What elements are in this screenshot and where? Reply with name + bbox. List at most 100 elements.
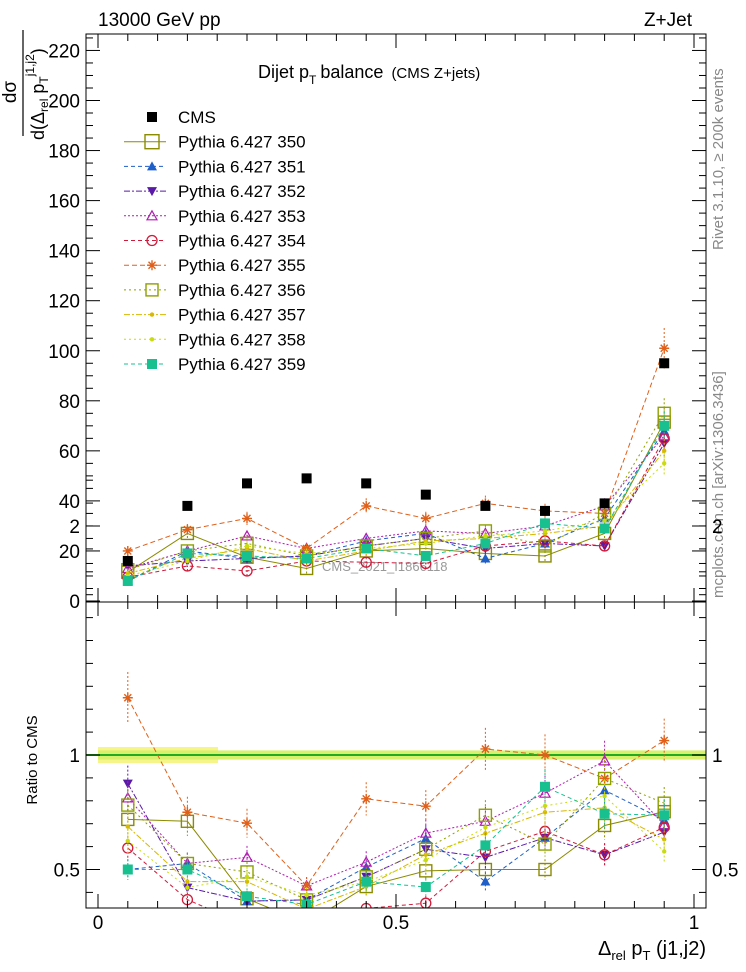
cms-data-point: [659, 358, 670, 369]
ratio-point: [304, 893, 309, 898]
legend-marker: [147, 187, 157, 197]
legend-label: Pythia 6.427 350: [178, 133, 306, 152]
ratio-point: [420, 801, 431, 812]
series-line: [127, 421, 665, 573]
cms-data-point: [122, 555, 133, 566]
ratio-point: [540, 750, 550, 760]
legend-marker: [145, 283, 159, 297]
ratio-series-10: [122, 769, 670, 908]
y-tick-label: 20: [59, 542, 80, 563]
x-tick-label: 1: [689, 913, 700, 934]
legend-label: Pythia 6.427 352: [178, 182, 306, 201]
y-tick-label: 140: [48, 242, 80, 263]
data-point: [420, 513, 431, 524]
ratio-series-3: [122, 765, 670, 908]
main-panel-series: [121, 328, 671, 586]
data-point: [662, 461, 667, 466]
ratio-point: [599, 808, 610, 819]
y-tick-label: 0: [69, 592, 80, 613]
ratio-panel-frame: [85, 601, 707, 909]
ratio-point: [360, 855, 373, 867]
cms-data-point: [599, 498, 610, 509]
axis-ticks: 0 20 40 60 80 100 120 140 160 180 200 220 0 0.5 1 0.5 0.…: [48, 34, 738, 934]
ratio-point: [361, 793, 372, 804]
data-point: [242, 513, 252, 524]
ratio-point: [242, 921, 252, 931]
legend-entry-8: Pythia 6.427 357: [124, 306, 306, 325]
analysis-watermark: CMS_2021_I1866118: [322, 559, 448, 574]
ratio-tick-label-right: 2: [712, 517, 723, 538]
ratio-series-6: [122, 671, 670, 895]
series-4: [121, 422, 671, 574]
data-point: [244, 543, 250, 549]
data-point: [182, 524, 193, 535]
series-line: [127, 450, 665, 574]
series-line: [127, 425, 665, 582]
legend-entry-9: Pythia 6.427 358: [124, 330, 306, 349]
ratio-point: [599, 773, 610, 784]
data-point: [602, 518, 607, 524]
legend-label: Pythia 6.427 354: [178, 232, 306, 251]
ratio-y-axis-label: Ratio to CMS: [24, 715, 41, 804]
channel-label: Z+Jet: [644, 10, 693, 31]
ratio-point: [598, 849, 611, 861]
legend-marker: [147, 260, 157, 271]
series-line: [127, 443, 665, 567]
legend-label: Pythia 6.427 357: [178, 306, 306, 325]
x-axis-label: Δrel pT (j1,j2): [598, 938, 706, 963]
rivet-version-label: Rivet 3.1.10, ≥ 200k events: [710, 68, 727, 250]
series-line: [127, 438, 665, 578]
ratio-series-2: [122, 772, 670, 908]
ratio-point: [540, 781, 550, 792]
data-point: [480, 538, 491, 549]
legend-entry-cms: CMS: [147, 108, 216, 127]
data-point: [185, 558, 190, 564]
data-point: [182, 548, 193, 559]
data-point: [361, 500, 372, 511]
ratio-line: [127, 789, 665, 902]
ratio-point: [542, 810, 548, 815]
legend-label: CMS: [178, 108, 216, 127]
legend-label: Pythia 6.427 355: [178, 256, 306, 275]
cms-data-point: [540, 505, 550, 516]
legend-entry-6: Pythia 6.427 355: [124, 256, 306, 275]
ratio-line: [127, 760, 665, 887]
ratio-point: [301, 917, 313, 929]
ratio-point: [244, 879, 250, 884]
legend-entry-1: Pythia 6.427 350: [124, 133, 306, 152]
data-point: [659, 420, 670, 431]
cms-data-point: [242, 478, 252, 489]
y-tick-label: 80: [59, 392, 80, 413]
ratio-point: [242, 891, 252, 902]
ratio-point: [240, 851, 254, 862]
ratio-point: [659, 810, 670, 821]
ratio-point: [420, 882, 431, 893]
legend-label: Pythia 6.427 358: [178, 330, 306, 349]
legend-marker: [147, 359, 157, 369]
data-point: [538, 539, 552, 553]
process-label: 13000 GeV pp: [98, 10, 221, 31]
data-point: [423, 541, 428, 546]
series-10: [122, 411, 670, 586]
main-y-axis-label: dσ d(Δrel pTj1,j2): [0, 30, 51, 140]
data-point: [420, 550, 431, 561]
data-point: [659, 343, 670, 354]
ratio-point: [419, 826, 432, 838]
ratio-line: [127, 786, 665, 906]
legend-label: Pythia 6.427 353: [178, 207, 306, 226]
data-point: [599, 523, 610, 534]
legend-entry-7: Pythia 6.427 356: [124, 281, 306, 300]
y-label-denominator: d(Δrel pTj1,j2): [23, 48, 51, 140]
series-line: [127, 435, 665, 569]
data-point: [122, 575, 133, 586]
legend-entry-5: Pythia 6.427 354: [124, 232, 306, 251]
ratio-point: [122, 864, 133, 875]
ratio-point: [122, 692, 133, 703]
ratio-point: [423, 857, 428, 863]
ratio-point: [480, 743, 491, 754]
x-tick-label: 0: [93, 913, 104, 934]
legend-entry-3: Pythia 6.427 352: [124, 182, 306, 201]
cms-data-point: [480, 500, 491, 511]
ratio-series-7: [121, 759, 671, 908]
ratio-point: [182, 864, 193, 875]
